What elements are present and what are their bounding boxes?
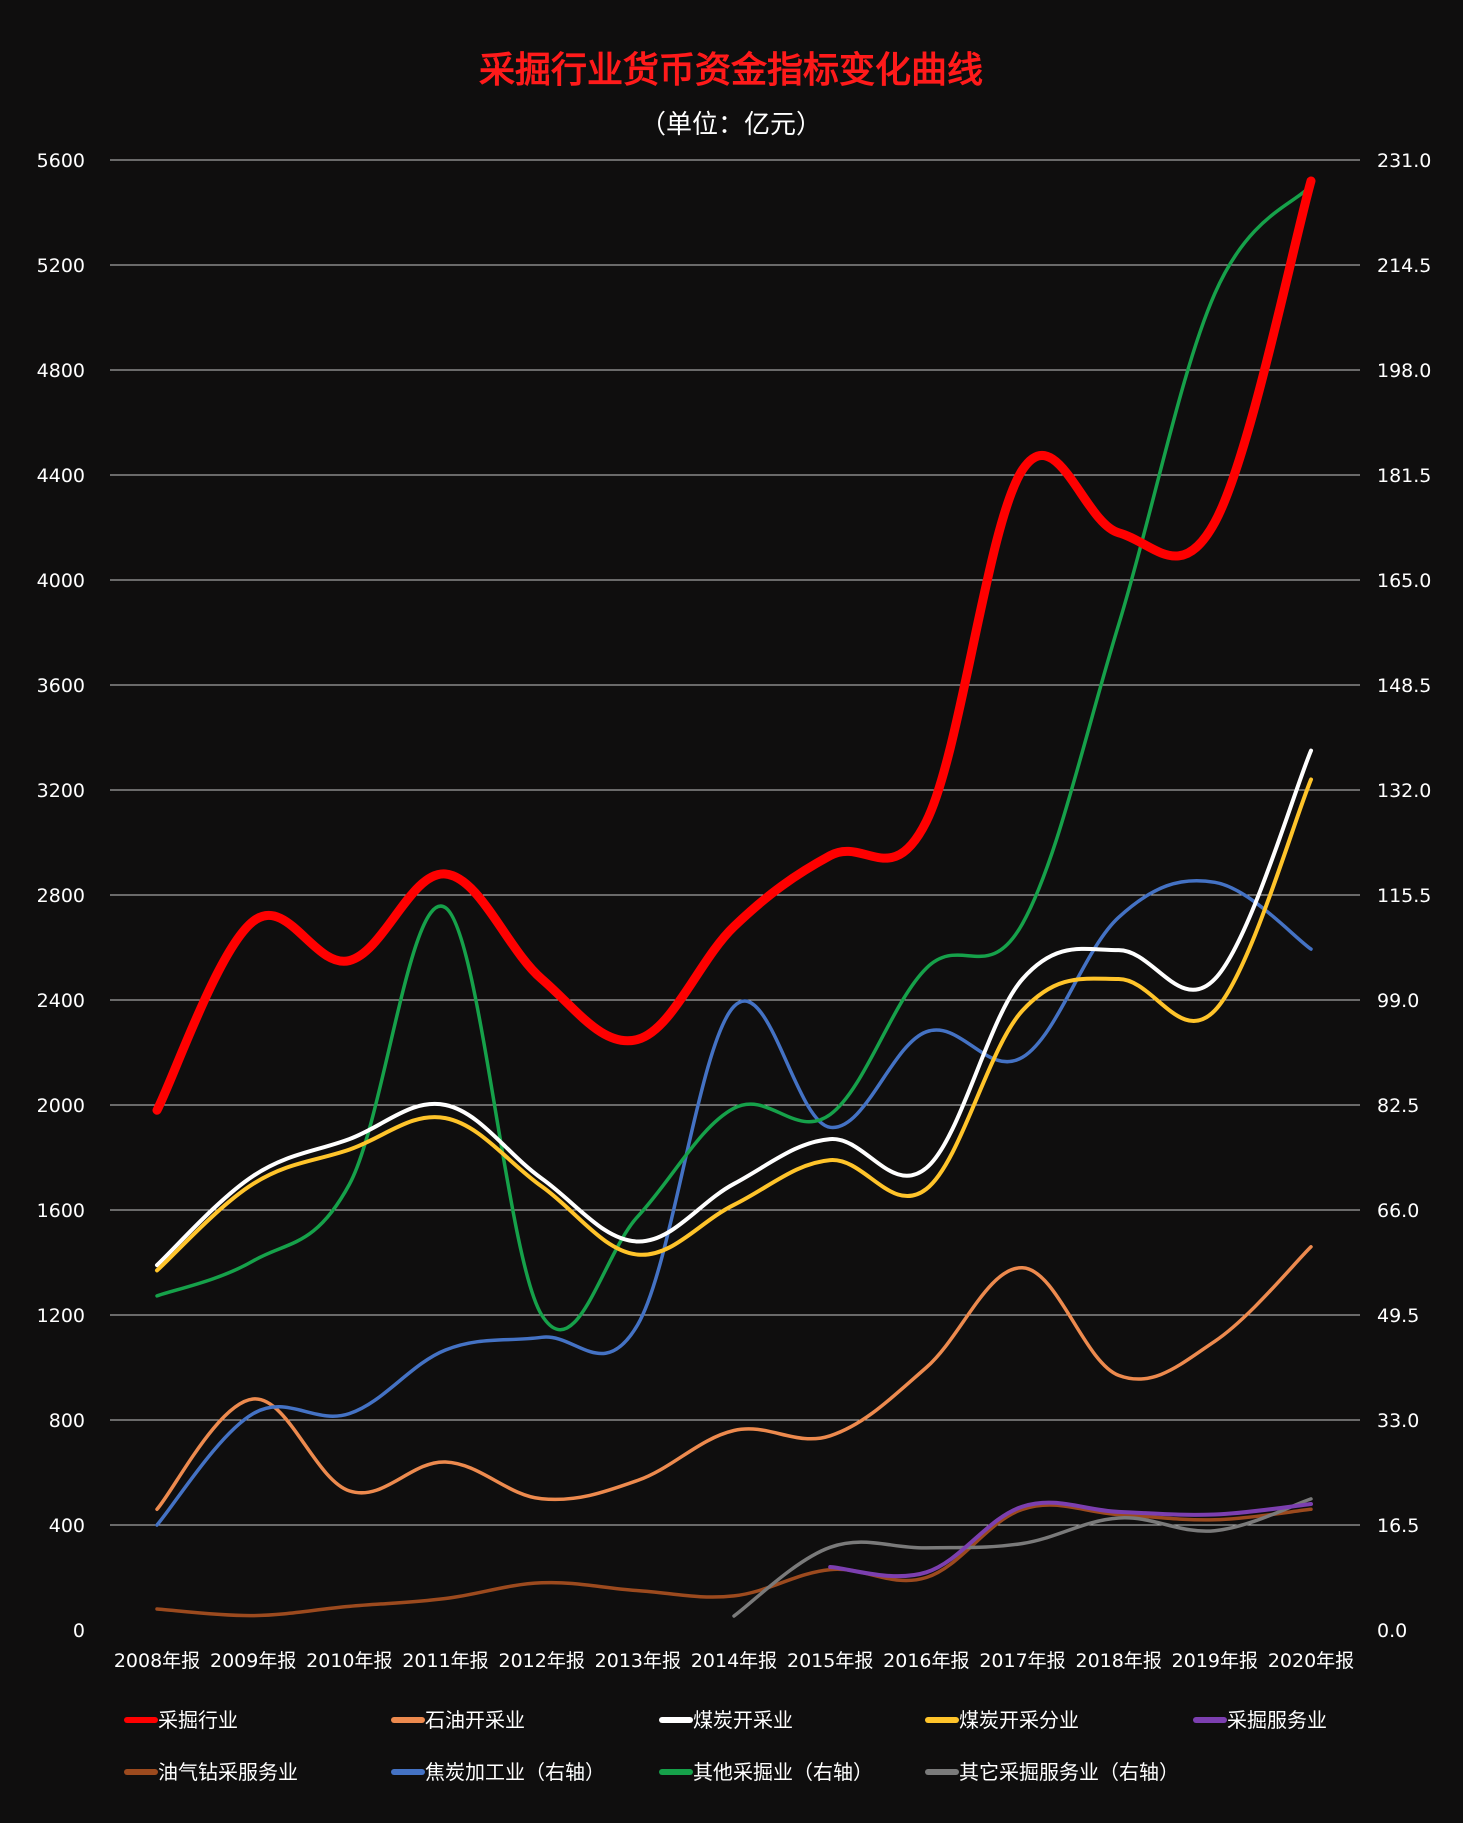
legend-item-8[interactable]: 其它采掘服务业（右轴） [925, 1760, 1179, 1784]
x-tick-label: 2009年报 [210, 1650, 296, 1672]
y-left-tick-label: 400 [49, 1515, 85, 1537]
series-line-4 [828, 1500, 1313, 1579]
y-right-tick-label: 33.0 [1377, 1410, 1419, 1432]
y-right-tick-label: 148.5 [1377, 675, 1431, 697]
x-tick-label: 2015年报 [787, 1650, 873, 1672]
y-left-tick-label: 800 [49, 1410, 85, 1432]
y-left-tick-label: 4000 [37, 570, 85, 592]
y-right-tick-label: 99.0 [1377, 990, 1419, 1012]
y-right-tick-label: 66.0 [1377, 1200, 1419, 1222]
y-right-tick-label: 0.0 [1377, 1620, 1407, 1642]
legend-label: 煤炭开采分业 [959, 1708, 1079, 1732]
y-left-tick-label: 3600 [37, 675, 85, 697]
legend-item-4[interactable]: 采掘服务业 [1193, 1708, 1327, 1732]
y-left-tick-label: 0 [73, 1620, 85, 1642]
legend-item-5[interactable]: 油气钻采服务业 [124, 1760, 298, 1784]
x-tick-label: 2012年报 [498, 1650, 584, 1672]
right-axis: 0.0 16.5 33.0 49.5 66.0 82.5 99.0 115.5 132.0 148… [1377, 150, 1431, 1642]
y-left-tick-label: 5200 [37, 255, 85, 277]
y-left-tick-label: 5600 [37, 150, 85, 172]
y-right-tick-label: 181.5 [1377, 465, 1431, 487]
legend-label: 油气钻采服务业 [158, 1760, 298, 1784]
series-line-7 [155, 183, 1313, 1332]
legend-item-7[interactable]: 其他采掘业（右轴） [659, 1760, 873, 1784]
y-right-tick-label: 16.5 [1377, 1515, 1419, 1537]
y-left-tick-label: 4800 [37, 360, 85, 382]
x-tick-label: 2019年报 [1172, 1650, 1258, 1672]
series-line-3 [155, 777, 1313, 1273]
legend-item-3[interactable]: 煤炭开采分业 [925, 1708, 1079, 1732]
series-line-1 [155, 1245, 1313, 1511]
legend-item-0[interactable]: 采掘行业 [124, 1708, 238, 1732]
legend-label: 煤炭开采业 [693, 1708, 793, 1732]
left-axis: 0 400 800 1200 1600 2000 2400 2800 3200 3600 4000 4… [37, 150, 85, 1642]
y-left-tick-label: 3200 [37, 780, 85, 802]
x-tick-label: 2013年报 [595, 1650, 681, 1672]
legend-label: 采掘服务业 [1227, 1708, 1327, 1732]
series-line-6 [155, 878, 1313, 1527]
grid [110, 159, 1360, 1526]
y-right-tick-label: 115.5 [1377, 885, 1431, 907]
series-line-0 [152, 176, 1316, 1115]
y-left-tick-label: 2800 [37, 885, 85, 907]
y-left-tick-label: 2400 [37, 990, 85, 1012]
x-tick-label: 2018年报 [1075, 1650, 1161, 1672]
x-tick-label: 2014年报 [691, 1650, 777, 1672]
legend-label: 其它采掘服务业（右轴） [959, 1760, 1179, 1784]
series-layer [152, 176, 1316, 1618]
y-left-tick-label: 2000 [37, 1095, 85, 1117]
legend-item-6[interactable]: 焦炭加工业（右轴） [391, 1760, 605, 1784]
chart-subtitle: （单位：亿元） [640, 110, 822, 140]
legend-label: 采掘行业 [158, 1708, 238, 1732]
legend-label: 其他采掘业（右轴） [693, 1760, 873, 1784]
y-right-tick-label: 165.0 [1377, 570, 1431, 592]
x-tick-label: 2017年报 [979, 1650, 1065, 1672]
series-line-5 [155, 1503, 1313, 1618]
y-right-tick-label: 49.5 [1377, 1305, 1419, 1327]
y-left-tick-label: 4400 [37, 465, 85, 487]
y-right-tick-label: 214.5 [1377, 255, 1431, 277]
chart-title: 采掘行业货币资金指标变化曲线 [479, 49, 983, 91]
legend-label: 石油开采业 [425, 1708, 525, 1732]
legend-item-2[interactable]: 煤炭开采业 [659, 1708, 793, 1732]
x-tick-label: 2020年报 [1268, 1650, 1354, 1672]
x-axis: 2008年报 2009年报 2010年报 2011年报 2012年报 2013年报 2014… [114, 1650, 1354, 1672]
x-tick-label: 2016年报 [883, 1650, 969, 1672]
y-right-tick-label: 231.0 [1377, 150, 1431, 172]
series-line-2 [155, 748, 1313, 1268]
x-tick-label: 2011年报 [402, 1650, 488, 1672]
y-left-tick-label: 1200 [37, 1305, 85, 1327]
x-tick-label: 2010年报 [306, 1650, 392, 1672]
y-right-tick-label: 82.5 [1377, 1095, 1419, 1117]
legend-label: 焦炭加工业（右轴） [425, 1760, 605, 1784]
x-tick-label: 2008年报 [114, 1650, 200, 1672]
series-line-8 [732, 1497, 1313, 1618]
y-right-tick-label: 132.0 [1377, 780, 1431, 802]
y-left-tick-label: 1600 [37, 1200, 85, 1222]
legend-item-1[interactable]: 石油开采业 [391, 1708, 525, 1732]
y-right-tick-label: 198.0 [1377, 360, 1431, 382]
